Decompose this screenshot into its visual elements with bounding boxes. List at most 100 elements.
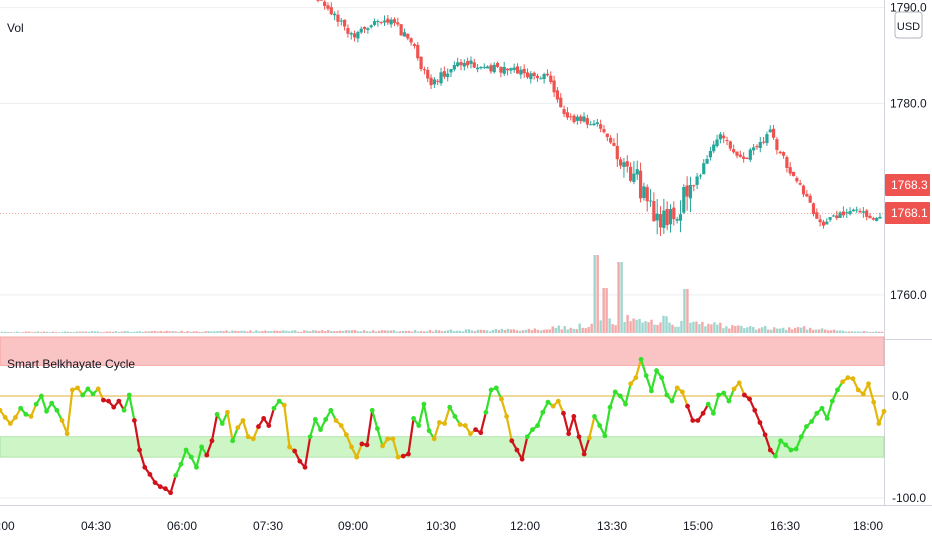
volume-bar[interactable] [677, 326, 680, 333]
volume-bar[interactable] [623, 321, 626, 333]
candle-body[interactable] [865, 210, 869, 217]
volume-bar[interactable] [126, 331, 129, 333]
candle-body[interactable] [678, 214, 683, 221]
candle-body[interactable] [808, 195, 812, 203]
volume-bar[interactable] [339, 330, 342, 333]
cycle-point[interactable] [509, 438, 515, 444]
volume-bar[interactable] [629, 321, 632, 333]
volume-bar[interactable] [443, 330, 447, 333]
volume-bar[interactable] [291, 330, 294, 333]
candle-body[interactable] [762, 141, 766, 143]
volume-bar[interactable] [713, 322, 716, 333]
candle-body[interactable] [336, 14, 340, 22]
candle-body[interactable] [469, 60, 473, 64]
currency-button[interactable] [894, 11, 923, 39]
last-price-tag[interactable] [885, 174, 930, 196]
candle-body[interactable] [562, 109, 566, 114]
cycle-point[interactable] [302, 464, 308, 470]
candle-body[interactable] [349, 33, 353, 35]
volume-bar[interactable] [189, 331, 192, 333]
candle-body[interactable] [619, 159, 623, 166]
volume-bar[interactable] [620, 262, 623, 333]
volume-bar[interactable] [324, 331, 327, 333]
volume-bar[interactable] [123, 331, 126, 333]
candle-body[interactable] [845, 212, 849, 214]
volume-bar[interactable] [81, 331, 85, 333]
volume-bar[interactable] [752, 326, 755, 333]
cycle-point[interactable] [437, 420, 442, 425]
volume-bar[interactable] [452, 331, 456, 333]
volume-bar[interactable] [90, 331, 93, 333]
volume-bar[interactable] [159, 331, 162, 333]
candle-body[interactable] [738, 154, 742, 157]
cycle-point[interactable] [524, 434, 530, 440]
volume-bar[interactable] [817, 329, 821, 333]
candle-body[interactable] [416, 44, 420, 59]
cycle-point[interactable] [411, 416, 416, 421]
volume-bar[interactable] [216, 331, 219, 333]
volume-bar[interactable] [668, 322, 671, 333]
candle-body[interactable] [372, 21, 377, 25]
cycle-point[interactable] [266, 423, 272, 428]
candle-body[interactable] [429, 77, 433, 86]
cycle-point[interactable] [338, 423, 344, 428]
volume-bar[interactable] [764, 325, 767, 333]
cycle-point[interactable] [354, 454, 360, 460]
cycle-point[interactable] [840, 379, 846, 385]
cycle-point[interactable] [809, 419, 815, 424]
candle-body[interactable] [775, 139, 779, 151]
volume-bar[interactable] [826, 330, 830, 333]
volume-bar[interactable] [539, 330, 542, 333]
candle-body[interactable] [329, 7, 333, 15]
candle-body[interactable] [492, 64, 496, 73]
candle-body[interactable] [549, 75, 553, 83]
candle-body[interactable] [449, 69, 453, 73]
cycle-point[interactable] [431, 436, 437, 442]
volume-bar[interactable] [626, 315, 629, 333]
volume-bar[interactable] [114, 331, 117, 333]
volume-bar[interactable] [192, 331, 195, 333]
cycle-segment[interactable] [872, 401, 880, 425]
cycle-segment[interactable] [572, 415, 581, 438]
volume-bar[interactable] [868, 332, 872, 333]
cycle-point[interactable] [447, 404, 453, 410]
volume-bar[interactable] [213, 331, 216, 333]
cycle-point[interactable] [452, 413, 458, 419]
cycle-point[interactable] [323, 417, 329, 422]
cycle-segment[interactable] [583, 436, 591, 456]
cycle-point[interactable] [607, 404, 613, 410]
volume-bar[interactable] [782, 327, 785, 333]
cycle-segment[interactable] [763, 433, 772, 452]
volume-bar[interactable] [449, 329, 453, 333]
cycle-point[interactable] [504, 413, 510, 419]
volume-bar[interactable] [542, 329, 545, 333]
candle-body[interactable] [609, 137, 613, 143]
volume-bar[interactable] [566, 329, 569, 333]
candle-body[interactable] [632, 173, 636, 182]
volume-bar[interactable] [288, 331, 291, 333]
cycle-point[interactable] [297, 458, 303, 464]
candle-body[interactable] [452, 65, 456, 70]
candle-body[interactable] [396, 22, 400, 25]
cycle-point[interactable] [276, 398, 282, 404]
volume-bar[interactable] [734, 325, 737, 333]
volume-bar[interactable] [201, 331, 204, 333]
volume-bar[interactable] [614, 325, 617, 333]
volume-bar[interactable] [36, 331, 40, 333]
volume-bar[interactable] [779, 328, 782, 333]
volume-bar[interactable] [446, 330, 450, 333]
volume-bar[interactable] [506, 328, 510, 333]
cycle-point[interactable] [0, 407, 3, 413]
cycle-point[interactable] [18, 405, 24, 411]
cycle-point[interactable] [711, 410, 716, 416]
candle-body[interactable] [851, 209, 855, 212]
candle-body[interactable] [436, 80, 440, 82]
volume-bar[interactable] [386, 330, 390, 333]
volume-bar[interactable] [392, 330, 396, 333]
volume-bar[interactable] [362, 330, 366, 333]
volume-bar[interactable] [45, 331, 49, 333]
cycle-segment[interactable] [660, 376, 668, 397]
volume-bar[interactable] [880, 331, 884, 333]
volume-bar[interactable] [554, 328, 557, 333]
volume-bar[interactable] [509, 329, 513, 333]
